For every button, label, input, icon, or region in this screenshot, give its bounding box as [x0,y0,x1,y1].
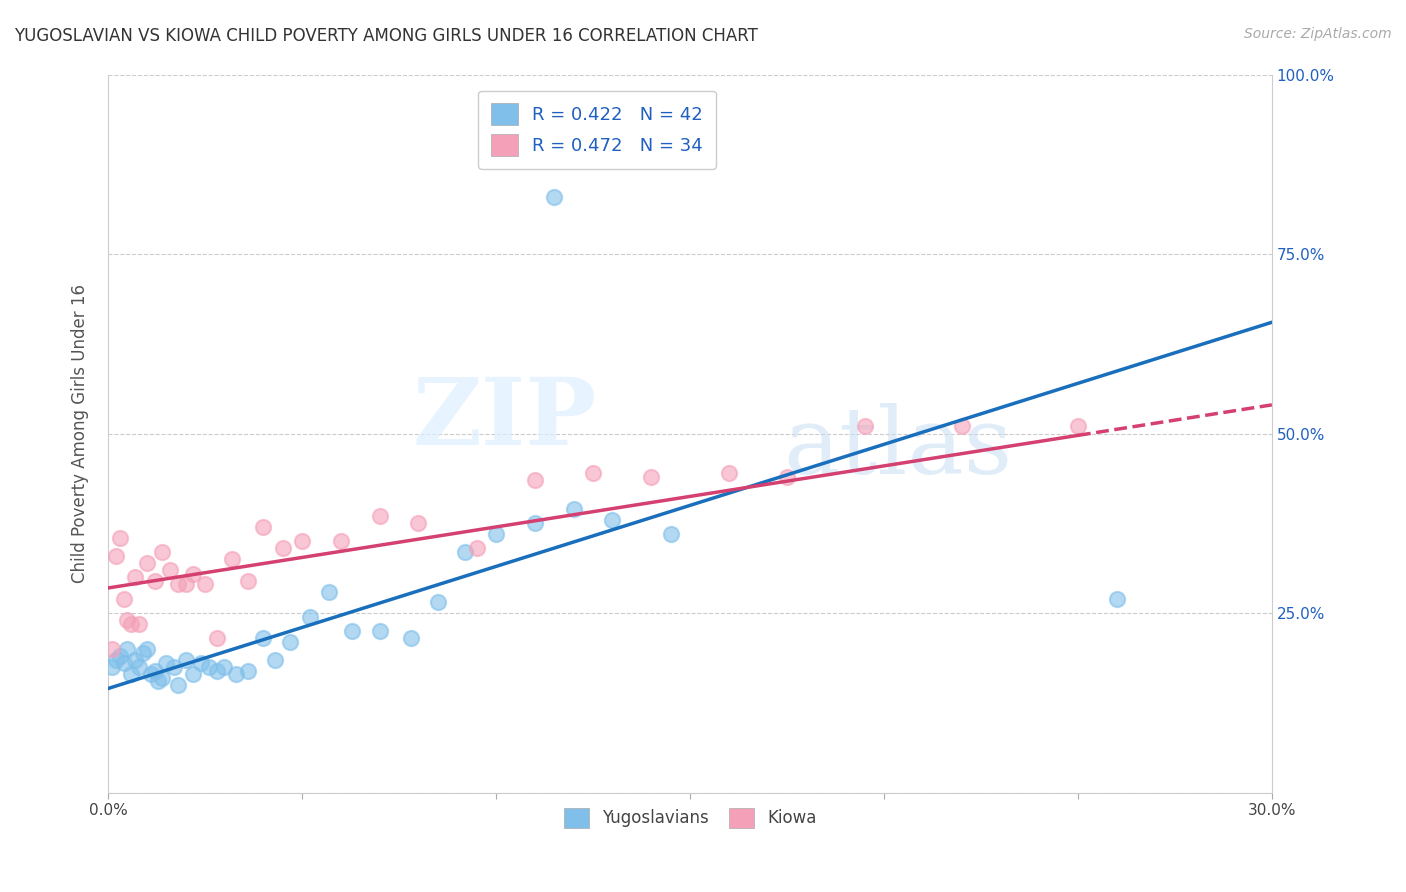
Point [291,534,314,549]
Point [104,653,127,667]
Point [1105,591,1128,606]
Point [263,653,285,667]
Point [640,469,662,483]
Point [582,466,605,480]
Point [252,632,274,646]
Text: ZIP: ZIP [412,375,596,464]
Point [221,552,243,566]
Point [252,520,274,534]
Point [426,595,449,609]
Point [148,674,170,689]
Point [104,549,127,563]
Point [194,577,217,591]
Point [298,609,321,624]
Point [174,577,197,591]
Point [135,556,157,570]
Point [143,574,166,588]
Y-axis label: Child Poverty Among Girls Under 16: Child Poverty Among Girls Under 16 [72,284,89,583]
Point [950,419,973,434]
Point [135,642,157,657]
Point [278,635,301,649]
Point [112,657,135,671]
Point [120,616,142,631]
Point [342,624,364,638]
Point [198,660,221,674]
Point [205,664,228,678]
Point [155,657,177,671]
Point [124,653,146,667]
Point [124,570,146,584]
Point [166,678,188,692]
Point [139,667,162,681]
Point [101,660,124,674]
Point [318,584,340,599]
Point [523,516,546,531]
Point [128,660,150,674]
Point [205,632,228,646]
Legend: Yugoslavians, Kiowa: Yugoslavians, Kiowa [557,801,823,835]
Point [190,657,212,671]
Text: Source: ZipAtlas.com: Source: ZipAtlas.com [1244,27,1392,41]
Point [853,419,876,434]
Point [101,642,124,657]
Point [602,513,624,527]
Point [150,671,173,685]
Point [108,531,131,545]
Point [112,591,135,606]
Point [214,660,236,674]
Point [399,632,422,646]
Point [132,646,155,660]
Point [271,541,294,556]
Point [150,545,173,559]
Point [236,574,259,588]
Point [183,667,205,681]
Point [465,541,488,556]
Point [236,664,259,678]
Point [166,577,188,591]
Point [117,642,139,657]
Point [717,466,740,480]
Point [485,527,508,541]
Point [120,667,142,681]
Text: atlas: atlas [783,403,1012,493]
Point [408,516,430,531]
Point [523,473,546,487]
Point [128,616,150,631]
Point [174,653,197,667]
Point [143,664,166,678]
Point [368,624,391,638]
Point [329,534,352,549]
Point [659,527,682,541]
Point [454,545,477,559]
Point [543,189,565,203]
Point [1067,419,1090,434]
Point [776,469,799,483]
Point [108,649,131,664]
Text: YUGOSLAVIAN VS KIOWA CHILD POVERTY AMONG GIRLS UNDER 16 CORRELATION CHART: YUGOSLAVIAN VS KIOWA CHILD POVERTY AMONG… [14,27,758,45]
Point [117,613,139,627]
Point [163,660,186,674]
Point [183,566,205,581]
Point [225,667,247,681]
Point [368,509,391,524]
Point [159,563,181,577]
Point [562,502,585,516]
